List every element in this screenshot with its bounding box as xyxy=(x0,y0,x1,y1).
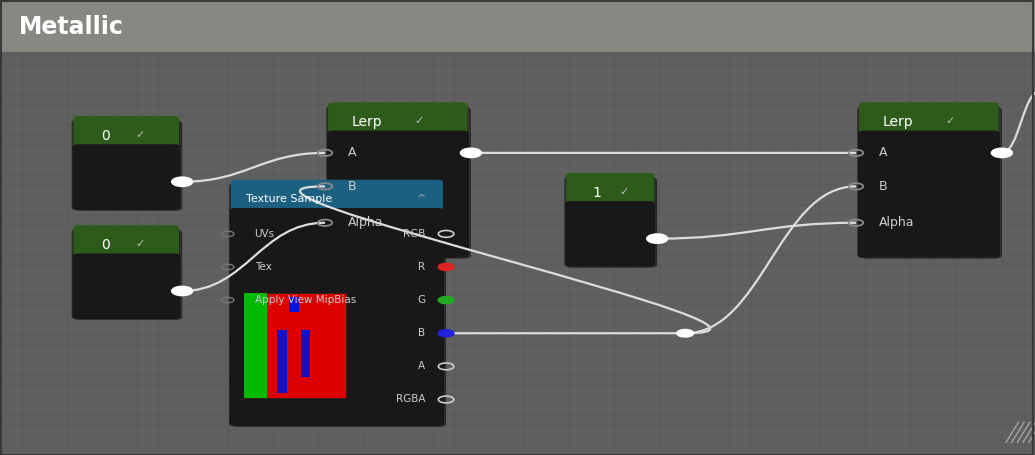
Circle shape xyxy=(439,330,453,337)
FancyBboxPatch shape xyxy=(73,116,179,152)
Text: A: A xyxy=(418,361,425,371)
Text: Texture Sample: Texture Sample xyxy=(246,194,332,204)
FancyBboxPatch shape xyxy=(72,253,180,319)
FancyBboxPatch shape xyxy=(289,297,299,312)
Text: Alpha: Alpha xyxy=(348,216,383,229)
FancyBboxPatch shape xyxy=(327,106,469,258)
FancyBboxPatch shape xyxy=(75,121,182,211)
FancyBboxPatch shape xyxy=(565,201,655,267)
Circle shape xyxy=(439,297,453,303)
FancyBboxPatch shape xyxy=(72,144,180,210)
Text: Metallic: Metallic xyxy=(19,15,123,39)
Text: RGB: RGB xyxy=(403,229,425,239)
Text: Tex: Tex xyxy=(255,262,271,272)
FancyBboxPatch shape xyxy=(232,185,446,427)
FancyBboxPatch shape xyxy=(860,107,1002,258)
FancyBboxPatch shape xyxy=(244,293,346,398)
Text: B: B xyxy=(879,180,887,193)
FancyBboxPatch shape xyxy=(566,173,654,208)
Text: Lerp: Lerp xyxy=(352,116,383,129)
Circle shape xyxy=(647,234,668,243)
Text: ✓: ✓ xyxy=(136,130,145,140)
FancyBboxPatch shape xyxy=(276,330,287,393)
Text: B: B xyxy=(418,328,425,338)
FancyBboxPatch shape xyxy=(75,230,182,320)
Text: Lerp: Lerp xyxy=(883,116,914,129)
Text: RGBA: RGBA xyxy=(395,394,425,404)
Text: 0: 0 xyxy=(101,129,110,143)
Circle shape xyxy=(992,148,1012,157)
Text: R: R xyxy=(418,262,425,272)
FancyBboxPatch shape xyxy=(565,177,655,267)
FancyBboxPatch shape xyxy=(327,131,469,258)
Text: UVs: UVs xyxy=(255,229,274,239)
FancyBboxPatch shape xyxy=(231,180,443,215)
Text: G: G xyxy=(417,295,425,305)
Circle shape xyxy=(439,263,453,270)
FancyBboxPatch shape xyxy=(859,102,999,138)
FancyBboxPatch shape xyxy=(329,107,471,258)
FancyBboxPatch shape xyxy=(567,178,657,268)
Text: A: A xyxy=(348,147,356,159)
FancyBboxPatch shape xyxy=(72,229,180,319)
FancyBboxPatch shape xyxy=(0,0,1035,52)
FancyBboxPatch shape xyxy=(858,106,1000,258)
FancyBboxPatch shape xyxy=(244,293,267,398)
Circle shape xyxy=(172,287,193,296)
Text: 0: 0 xyxy=(101,238,110,252)
Text: 1: 1 xyxy=(592,186,601,200)
Circle shape xyxy=(461,148,481,157)
Text: A: A xyxy=(879,147,887,159)
Text: ✓: ✓ xyxy=(945,116,954,126)
FancyBboxPatch shape xyxy=(301,330,310,377)
Text: Alpha: Alpha xyxy=(879,216,914,229)
Circle shape xyxy=(677,329,693,337)
FancyBboxPatch shape xyxy=(72,120,180,210)
Text: ✓: ✓ xyxy=(136,239,145,249)
Text: ✓: ✓ xyxy=(414,116,423,126)
FancyBboxPatch shape xyxy=(73,225,179,261)
FancyBboxPatch shape xyxy=(858,131,1000,258)
Text: Apply View MipBias: Apply View MipBias xyxy=(255,295,356,305)
FancyBboxPatch shape xyxy=(328,102,468,138)
Text: B: B xyxy=(348,180,356,193)
Text: ✓: ✓ xyxy=(619,187,628,197)
FancyBboxPatch shape xyxy=(230,184,444,426)
Circle shape xyxy=(172,177,193,187)
Text: ^: ^ xyxy=(417,194,426,204)
FancyBboxPatch shape xyxy=(230,208,444,426)
